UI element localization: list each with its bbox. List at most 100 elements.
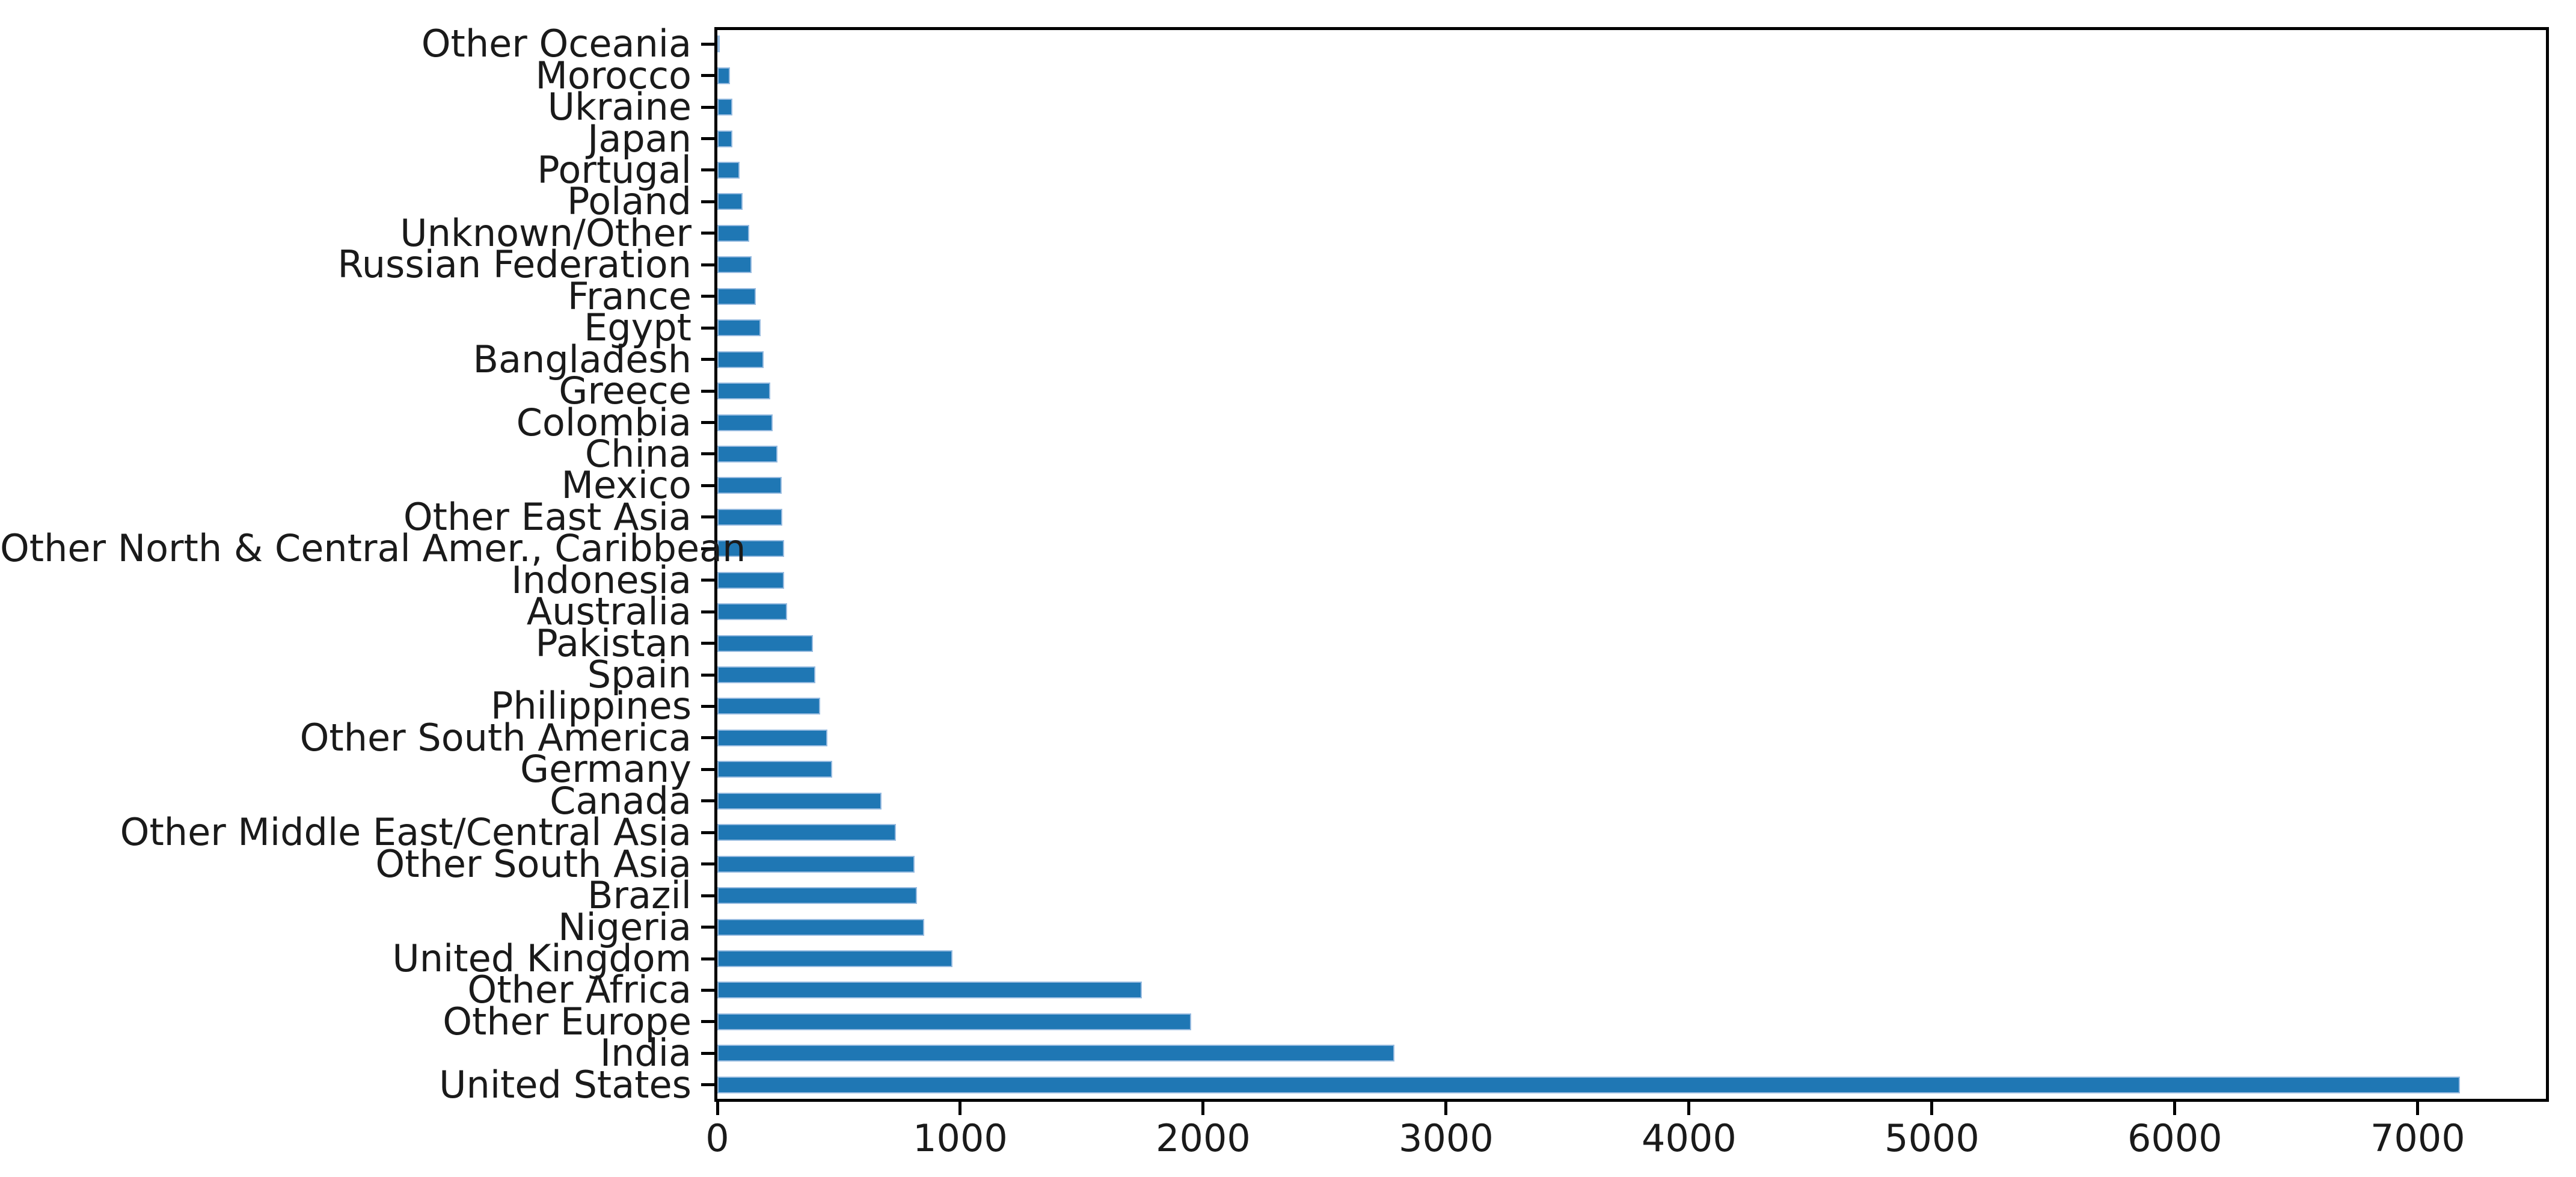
y-axis-tick-label: United Kingdom xyxy=(392,936,692,980)
bar xyxy=(717,824,896,841)
y-axis-tick-label: France xyxy=(567,274,692,318)
bar xyxy=(717,287,756,305)
x-axis-tick-label: 3000 xyxy=(1399,1116,1494,1160)
y-axis-tick-label: Greece xyxy=(559,369,692,413)
bar xyxy=(717,540,785,558)
y-axis-tick-label: Bangladesh xyxy=(473,337,692,381)
bar xyxy=(717,950,952,967)
y-axis-tick-label: Unknown/Other xyxy=(400,211,692,255)
y-tick-mark xyxy=(701,1051,716,1055)
bar xyxy=(717,918,924,936)
y-tick-mark xyxy=(701,452,716,456)
y-tick-mark xyxy=(701,1083,716,1087)
bar xyxy=(717,351,764,368)
bar xyxy=(717,161,740,179)
y-tick-mark xyxy=(701,704,716,708)
bar xyxy=(717,761,833,778)
y-axis-tick-label: Other Middle East/Central Asia xyxy=(120,810,692,855)
y-tick-mark xyxy=(701,673,716,677)
y-axis-tick-label: Egypt xyxy=(584,306,692,350)
y-tick-mark xyxy=(701,74,716,78)
y-axis-tick-label: China xyxy=(584,431,692,476)
bar xyxy=(717,698,820,715)
y-axis-tick-label: Pakistan xyxy=(535,621,692,665)
x-axis-tick-label: 7000 xyxy=(2370,1116,2465,1160)
x-axis-tick-label: 6000 xyxy=(2127,1116,2222,1160)
axis-spine-left xyxy=(714,27,717,1102)
x-tick-mark xyxy=(2416,1102,2420,1115)
bar xyxy=(717,67,730,84)
axis-spine-bottom xyxy=(714,1099,2549,1102)
y-axis-tick-label: Morocco xyxy=(535,53,692,97)
y-axis-tick-label: Portugal xyxy=(537,147,692,192)
y-tick-mark xyxy=(701,988,716,992)
x-axis-tick-label: 4000 xyxy=(1642,1116,1737,1160)
y-axis-tick-label: Japan xyxy=(587,116,692,161)
bar xyxy=(717,99,733,116)
y-tick-mark xyxy=(701,799,716,803)
y-tick-mark xyxy=(701,831,716,834)
bar xyxy=(717,256,752,274)
bar xyxy=(717,445,777,463)
y-axis-tick-label: Other North & Central Amer., Caribbean xyxy=(0,526,746,571)
bar xyxy=(717,603,787,621)
bar xyxy=(717,477,782,494)
y-axis-tick-label: United States xyxy=(439,1062,692,1107)
y-axis-tick-label: India xyxy=(600,1031,692,1075)
y-axis-tick-label: Other South Asia xyxy=(375,841,692,886)
y-tick-mark xyxy=(701,263,716,266)
bar xyxy=(717,666,815,684)
bar xyxy=(717,319,761,337)
y-axis-tick-label: Brazil xyxy=(587,873,692,918)
bar xyxy=(717,729,827,746)
x-tick-mark xyxy=(716,1102,719,1115)
x-tick-mark xyxy=(1687,1102,1691,1115)
x-tick-mark xyxy=(958,1102,962,1115)
bar xyxy=(717,792,882,810)
y-axis-tick-label: Ukraine xyxy=(547,85,692,129)
y-axis-tick-label: Other Europe xyxy=(443,999,692,1043)
y-tick-mark xyxy=(701,1020,716,1024)
x-axis-tick-label: 2000 xyxy=(1156,1116,1251,1160)
x-tick-mark xyxy=(1201,1102,1205,1115)
y-tick-mark xyxy=(701,926,716,929)
bar xyxy=(717,224,749,242)
y-axis-tick-label: Other South America xyxy=(299,715,692,760)
y-tick-mark xyxy=(701,610,716,613)
bar xyxy=(717,508,782,526)
y-axis-tick-label: Philippines xyxy=(490,684,692,728)
y-axis-tick-label: Germany xyxy=(520,747,692,791)
y-tick-mark xyxy=(701,389,716,393)
y-tick-mark xyxy=(701,168,716,172)
y-axis-tick-label: Canada xyxy=(550,778,692,823)
y-tick-mark xyxy=(701,137,716,141)
y-tick-mark xyxy=(701,421,716,424)
bar xyxy=(717,383,771,400)
bar xyxy=(717,130,733,147)
y-axis-tick-label: Other East Asia xyxy=(403,494,692,539)
x-tick-mark xyxy=(1930,1102,1934,1115)
y-tick-mark xyxy=(701,579,716,582)
y-tick-mark xyxy=(701,358,716,361)
y-axis-tick-label: Spain xyxy=(587,653,692,697)
bar xyxy=(717,1076,2460,1093)
y-tick-mark xyxy=(701,232,716,235)
y-tick-mark xyxy=(701,862,716,866)
x-axis-tick-label: 1000 xyxy=(913,1116,1008,1160)
y-tick-mark xyxy=(701,484,716,487)
y-axis-tick-label: Mexico xyxy=(561,463,692,508)
y-tick-mark xyxy=(701,894,716,897)
y-tick-mark xyxy=(701,515,716,519)
x-tick-mark xyxy=(1444,1102,1448,1115)
axis-spine-top xyxy=(714,27,2549,30)
bar xyxy=(717,635,814,652)
bar xyxy=(717,571,785,589)
y-tick-mark xyxy=(701,736,716,740)
bar xyxy=(717,35,720,53)
axis-spine-right xyxy=(2546,27,2549,1102)
y-axis-tick-label: Russian Federation xyxy=(337,242,692,287)
y-axis-tick-label: Indonesia xyxy=(511,558,692,602)
y-tick-mark xyxy=(701,42,716,46)
y-tick-mark xyxy=(701,547,716,550)
